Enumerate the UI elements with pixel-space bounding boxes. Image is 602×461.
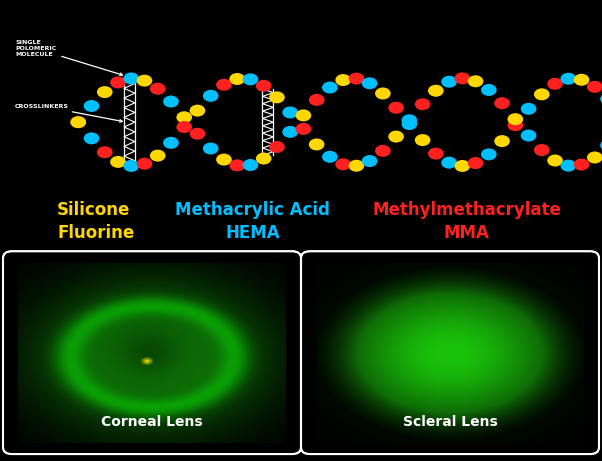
Circle shape	[137, 158, 152, 170]
Circle shape	[256, 153, 272, 165]
Circle shape	[243, 73, 258, 85]
Circle shape	[349, 160, 364, 172]
Circle shape	[150, 150, 166, 162]
Circle shape	[216, 154, 232, 165]
Circle shape	[229, 160, 245, 171]
Circle shape	[335, 158, 351, 170]
Circle shape	[84, 132, 99, 144]
Circle shape	[402, 114, 417, 126]
Circle shape	[269, 141, 285, 153]
Circle shape	[70, 116, 86, 128]
Circle shape	[137, 75, 152, 87]
Circle shape	[547, 154, 563, 166]
Circle shape	[441, 76, 457, 88]
Circle shape	[415, 134, 430, 146]
Circle shape	[282, 106, 298, 118]
Circle shape	[547, 78, 563, 90]
Text: Fluorine: Fluorine	[57, 224, 134, 242]
Circle shape	[269, 91, 285, 103]
Circle shape	[362, 77, 377, 89]
Circle shape	[309, 94, 324, 106]
Circle shape	[203, 142, 219, 154]
Text: CROSSLINKERS: CROSSLINKERS	[15, 104, 122, 122]
Circle shape	[521, 130, 536, 142]
Text: MMA: MMA	[444, 224, 489, 242]
Circle shape	[110, 77, 126, 89]
Circle shape	[507, 119, 523, 131]
Circle shape	[507, 113, 523, 125]
Text: Corneal Lens: Corneal Lens	[101, 415, 203, 429]
Text: Methylmethacrylate: Methylmethacrylate	[372, 201, 561, 219]
Circle shape	[600, 139, 602, 151]
Circle shape	[375, 88, 391, 100]
Circle shape	[282, 126, 298, 138]
Circle shape	[229, 73, 245, 85]
Circle shape	[203, 90, 219, 102]
Text: Methacrylic Acid: Methacrylic Acid	[175, 201, 330, 219]
Text: SINGLE
POLOMERIC
MOLECULE: SINGLE POLOMERIC MOLECULE	[15, 40, 122, 76]
Circle shape	[560, 73, 576, 85]
Circle shape	[256, 80, 272, 92]
Circle shape	[455, 72, 470, 84]
Circle shape	[415, 98, 430, 110]
FancyBboxPatch shape	[301, 251, 599, 454]
Text: Silicone: Silicone	[57, 201, 131, 219]
Circle shape	[176, 111, 192, 123]
Circle shape	[190, 128, 205, 140]
Circle shape	[600, 93, 602, 105]
Circle shape	[110, 156, 126, 168]
Text: HEMA: HEMA	[226, 224, 280, 242]
Circle shape	[322, 82, 338, 94]
Circle shape	[587, 81, 602, 93]
Circle shape	[481, 84, 497, 96]
Circle shape	[455, 160, 470, 172]
Circle shape	[309, 138, 324, 150]
Circle shape	[123, 72, 139, 84]
Circle shape	[494, 97, 510, 109]
Circle shape	[150, 83, 166, 95]
Circle shape	[176, 121, 192, 133]
Circle shape	[481, 148, 497, 160]
Circle shape	[441, 157, 457, 169]
Circle shape	[322, 151, 338, 163]
Circle shape	[428, 148, 444, 160]
Circle shape	[97, 146, 113, 158]
Circle shape	[190, 105, 205, 117]
Circle shape	[560, 160, 576, 171]
Circle shape	[163, 95, 179, 107]
Text: Scleral Lens: Scleral Lens	[403, 415, 497, 429]
Circle shape	[534, 89, 550, 100]
FancyBboxPatch shape	[3, 251, 301, 454]
Circle shape	[123, 160, 139, 172]
Circle shape	[388, 102, 404, 114]
Circle shape	[587, 152, 602, 164]
Circle shape	[494, 135, 510, 147]
Circle shape	[335, 74, 351, 86]
Circle shape	[216, 79, 232, 91]
Circle shape	[574, 74, 589, 86]
Circle shape	[296, 123, 311, 135]
Circle shape	[163, 137, 179, 149]
Circle shape	[468, 157, 483, 169]
Circle shape	[84, 100, 99, 112]
Circle shape	[428, 85, 444, 97]
Circle shape	[468, 75, 483, 87]
Circle shape	[362, 155, 377, 167]
Circle shape	[521, 103, 536, 115]
Circle shape	[375, 145, 391, 157]
Circle shape	[402, 118, 417, 130]
Circle shape	[70, 116, 86, 128]
Circle shape	[534, 144, 550, 156]
Circle shape	[296, 109, 311, 121]
Circle shape	[349, 72, 364, 84]
Circle shape	[574, 159, 589, 171]
Circle shape	[97, 86, 113, 98]
Circle shape	[388, 130, 404, 142]
Circle shape	[243, 159, 258, 171]
